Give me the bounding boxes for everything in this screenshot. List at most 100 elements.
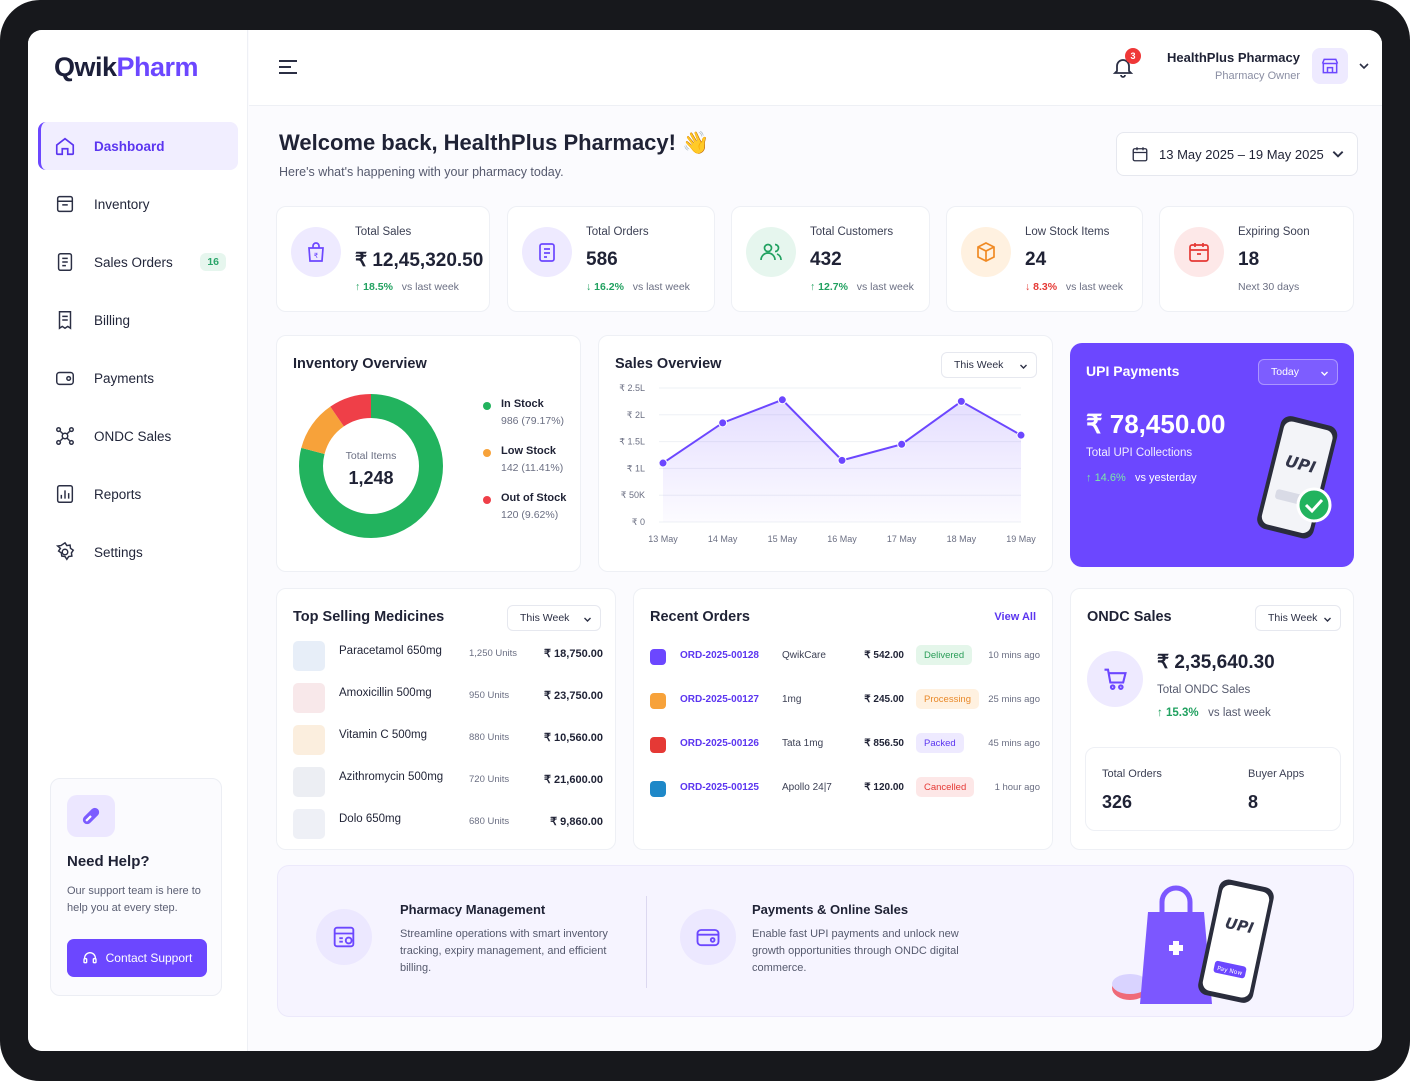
chevron-down-icon bbox=[1321, 371, 1328, 376]
sidebar-item-ondc-sales[interactable]: ONDC Sales bbox=[38, 412, 238, 460]
box-icon bbox=[961, 227, 1011, 277]
user-name[interactable]: HealthPlus Pharmacy bbox=[1167, 50, 1300, 65]
card-title: Inventory Overview bbox=[293, 356, 427, 372]
stat-card-total-sales[interactable]: ₹ Total Sales ₹ 12,45,320.50 ↑ 18.5% vs … bbox=[276, 206, 490, 312]
chevron-down-icon[interactable] bbox=[1358, 60, 1370, 72]
svg-text:₹: ₹ bbox=[314, 252, 319, 260]
list-item[interactable]: Amoxicillin 500mg 950 Units ₹ 23,750.00 bbox=[293, 679, 603, 721]
top-selling-period-dropdown[interactable]: This Week bbox=[507, 605, 601, 631]
stat-value: 586 bbox=[586, 249, 618, 270]
orders-icon bbox=[522, 227, 572, 277]
sidebar-item-label: Dashboard bbox=[94, 138, 165, 154]
table-row[interactable]: ORD-2025-00125 Apollo 24|7 ₹ 120.00 Cancell… bbox=[650, 769, 1040, 813]
list-item[interactable]: Vitamin C 500mg 880 Units ₹ 10,560.00 bbox=[293, 721, 603, 763]
upi-payments-card: UPI Payments Today ₹ 78,450.00 Total UPI… bbox=[1070, 343, 1354, 567]
ondc-change: ↑ 15.3% vs last week bbox=[1157, 707, 1271, 719]
sales-point[interactable] bbox=[1016, 430, 1026, 440]
list-item[interactable]: Paracetamol 650mg 1,250 Units ₹ 18,750.00 bbox=[293, 637, 603, 679]
sidebar-item-sales-orders[interactable]: Sales Orders 16 bbox=[38, 238, 238, 286]
y-tick-label: ₹ 50K bbox=[621, 490, 645, 500]
table-row[interactable]: ORD-2025-00126 Tata 1mg ₹ 856.50 Packed 45 m… bbox=[650, 725, 1040, 769]
sidebar-item-label: ONDC Sales bbox=[94, 428, 172, 444]
help-card: Need Help? Our support team is here to h… bbox=[50, 778, 222, 996]
users-icon bbox=[746, 227, 796, 277]
arrow-up-icon: ↑ bbox=[1086, 472, 1095, 484]
sidebar-item-dashboard[interactable]: Dashboard bbox=[38, 122, 238, 170]
avatar[interactable] bbox=[1312, 48, 1348, 84]
stat-card-total-customers[interactable]: Total Customers 432 ↑ 12.7% vs last week bbox=[731, 206, 930, 312]
table-row[interactable]: ORD-2025-00127 1mg ₹ 245.00 Processing 25 mi… bbox=[650, 681, 1040, 725]
upi-period-dropdown[interactable]: Today bbox=[1258, 359, 1338, 385]
order-app-icon bbox=[650, 693, 666, 709]
upi-change: ↑ 14.6% vs yesterday bbox=[1086, 472, 1197, 484]
wallet-icon bbox=[680, 909, 736, 965]
ondc-apps-label: Buyer Apps bbox=[1248, 768, 1305, 780]
arrow-up-icon: ↑ bbox=[355, 281, 364, 293]
sidebar-item-inventory[interactable]: Inventory bbox=[38, 180, 238, 228]
contact-support-button[interactable]: Contact Support bbox=[67, 939, 207, 977]
medicine-box-icon bbox=[293, 641, 325, 671]
upi-amount: ₹ 78,450.00 bbox=[1086, 409, 1226, 439]
ondc-orders-value: 326 bbox=[1102, 792, 1133, 812]
stat-note: Next 30 days bbox=[1238, 281, 1300, 293]
stat-label: Total Sales bbox=[355, 226, 412, 238]
recent-orders-card: Recent Orders View All ORD-2025-00128 Qwi… bbox=[633, 588, 1053, 850]
hamburger-menu-icon[interactable] bbox=[277, 58, 299, 76]
stat-value: ₹ 12,45,320.50 bbox=[355, 250, 484, 271]
sidebar-item-label: Settings bbox=[94, 544, 143, 560]
stat-value: 18 bbox=[1238, 249, 1260, 270]
sales-point[interactable] bbox=[897, 439, 907, 449]
stat-card-expiring-soon[interactable]: Expiring Soon 18 Next 30 days bbox=[1159, 206, 1354, 312]
sales-point[interactable] bbox=[956, 396, 966, 406]
ondc-label: Total ONDC Sales bbox=[1157, 684, 1251, 696]
svg-text:UPI: UPI bbox=[1223, 914, 1255, 938]
stat-card-low-stock[interactable]: Low Stock Items 24 ↓ 8.3% vs last week bbox=[946, 206, 1143, 312]
sidebar-item-label: Billing bbox=[94, 312, 131, 328]
chevron-down-icon bbox=[1332, 151, 1344, 158]
table-row[interactable]: ORD-2025-00128 QwikCare ₹ 542.00 Delivered 1… bbox=[650, 637, 1040, 681]
date-range-picker[interactable]: 13 May 2025 – 19 May 2025 bbox=[1116, 132, 1358, 176]
order-app-icon bbox=[650, 737, 666, 753]
card-title: Recent Orders bbox=[650, 609, 750, 625]
date-range-text: 13 May 2025 – 19 May 2025 bbox=[1159, 146, 1324, 162]
sidebar-item-billing[interactable]: Billing bbox=[38, 296, 238, 344]
inventory-legend: In Stock 986 (79.17%) Low Stock 142 (11.41… bbox=[483, 398, 566, 539]
list-item[interactable]: Azithromycin 500mg 720 Units ₹ 21,600.00 bbox=[293, 763, 603, 805]
sales-point[interactable] bbox=[658, 458, 668, 468]
donut-center: Total Items 1,248 bbox=[293, 388, 449, 544]
sales-point[interactable] bbox=[837, 455, 847, 465]
sales-point[interactable] bbox=[718, 418, 728, 428]
stat-label: Total Customers bbox=[810, 226, 894, 238]
donut-segment-2[interactable] bbox=[299, 394, 443, 538]
sales-point[interactable] bbox=[777, 395, 787, 405]
y-tick-label: ₹ 1L bbox=[627, 463, 645, 473]
user-role: Pharmacy Owner bbox=[1215, 70, 1300, 82]
sidebar-item-settings[interactable]: Settings bbox=[38, 528, 238, 576]
medicine-bottle-icon bbox=[293, 725, 325, 755]
chevron-down-icon bbox=[1324, 617, 1331, 622]
order-app-icon bbox=[650, 781, 666, 797]
view-all-link[interactable]: View All bbox=[994, 611, 1036, 623]
payments-icon bbox=[56, 371, 74, 386]
app-logo[interactable]: QwikPharm bbox=[54, 52, 199, 82]
cart-icon bbox=[1087, 651, 1143, 707]
page-title: Welcome back, HealthPlus Pharmacy! 👋 bbox=[279, 130, 710, 155]
arrow-up-icon: ↑ bbox=[810, 281, 819, 293]
reports-icon bbox=[56, 485, 74, 503]
card-title: ONDC Sales bbox=[1087, 609, 1172, 625]
x-tick-label: 18 May bbox=[947, 534, 977, 544]
sidebar-item-payments[interactable]: Payments bbox=[38, 354, 238, 402]
inventory-donut-chart bbox=[299, 394, 443, 538]
stat-change: ↓ 8.3% vs last week bbox=[1025, 281, 1124, 293]
x-tick-label: 14 May bbox=[708, 534, 738, 544]
sidebar-item-reports[interactable]: Reports bbox=[38, 470, 238, 518]
list-item[interactable]: Dolo 650mg 680 Units ₹ 9,860.00 bbox=[293, 805, 603, 847]
ondc-orders-label: Total Orders bbox=[1102, 768, 1162, 780]
stat-card-total-orders[interactable]: Total Orders 586 ↓ 16.2% vs last week bbox=[507, 206, 715, 312]
ondc-period-dropdown[interactable]: This Week bbox=[1255, 605, 1341, 631]
status-badge: Processing bbox=[916, 689, 979, 709]
sales-period-dropdown[interactable]: This Week bbox=[941, 352, 1037, 378]
status-badge: Cancelled bbox=[916, 777, 975, 797]
y-tick-label: ₹ 0 bbox=[632, 517, 645, 527]
